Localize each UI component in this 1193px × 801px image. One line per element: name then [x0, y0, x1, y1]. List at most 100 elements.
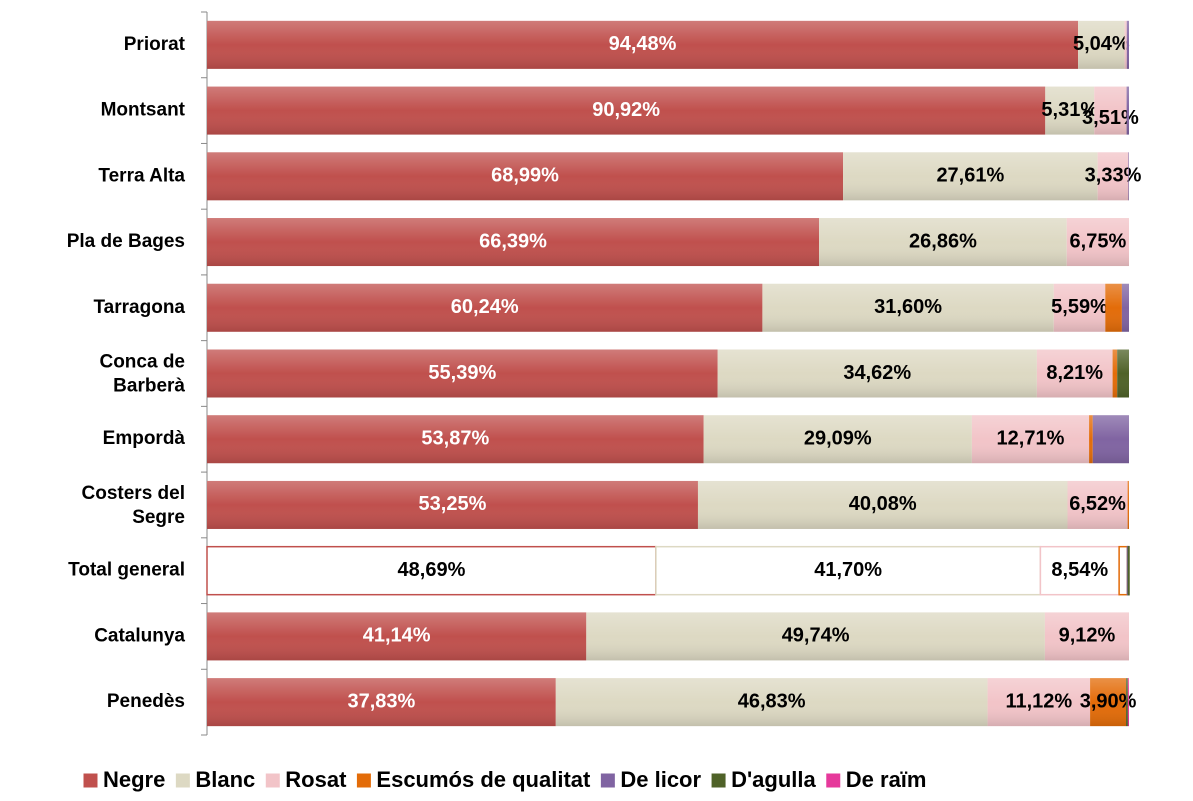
data-label: 3,33%: [1085, 165, 1142, 187]
y-tick-label: Priorat: [124, 34, 186, 55]
bar-segment: [1118, 545, 1129, 596]
legend-swatch: [264, 772, 281, 789]
bar-shade: [207, 283, 763, 332]
legend-swatch: [710, 772, 727, 789]
data-label: 68,99%: [491, 165, 559, 187]
bar-shade: [207, 349, 718, 398]
bar-shade: [1053, 283, 1106, 332]
bar-shade: [819, 218, 1067, 267]
legend-swatch: [599, 772, 616, 789]
bar-shade: [1092, 415, 1129, 464]
data-label: 3,51%: [1082, 107, 1139, 129]
y-tick-label: Terra Alta: [98, 165, 185, 186]
data-label: 46,83%: [738, 690, 806, 712]
bar-shade: [1044, 612, 1129, 661]
legend-label: Escumós de qualitat: [376, 767, 591, 792]
data-label: 40,08%: [849, 493, 917, 515]
y-tick-label: Montsant: [101, 100, 186, 121]
bar-shade: [1078, 20, 1125, 69]
legend-swatch: [825, 772, 842, 789]
data-label: 5,04%: [1073, 33, 1130, 55]
bar-segment: [1127, 545, 1130, 596]
bar-shade: [1105, 283, 1122, 332]
bar-shade: [1112, 349, 1118, 398]
y-tick-label: Tarragona: [93, 297, 185, 318]
legend-label: Negre: [103, 767, 165, 792]
y-tick-label: Total general: [68, 560, 185, 581]
bar-shade: [1090, 678, 1127, 727]
bar-shade: [971, 415, 1090, 464]
bar-shade: [1126, 20, 1129, 69]
bar-shade: [207, 480, 698, 529]
bar-shade: [586, 612, 1045, 661]
data-label: 3,90%: [1080, 690, 1137, 712]
bar-shade: [1128, 152, 1129, 201]
y-tick-label: Catalunya: [94, 625, 185, 646]
bar-shade: [1126, 86, 1129, 135]
bar-shade: [207, 86, 1046, 135]
data-label: 37,83%: [347, 690, 415, 712]
bar-shade: [207, 612, 587, 661]
data-label: 41,70%: [814, 559, 882, 581]
bar-shade: [1066, 218, 1129, 267]
bar-shade: [1117, 349, 1129, 398]
bar-shade: [207, 415, 704, 464]
data-label: 48,69%: [398, 559, 466, 581]
data-label: 5,59%: [1051, 296, 1108, 318]
data-label: 8,21%: [1046, 362, 1103, 384]
data-label: 6,75%: [1070, 230, 1127, 252]
data-label: 26,86%: [909, 230, 977, 252]
y-tick-label: Costers del Segre: [82, 483, 185, 528]
bar-shade: [1097, 152, 1129, 201]
data-label: 8,54%: [1051, 559, 1108, 581]
y-tick-label: Pla de Bages: [67, 231, 185, 252]
bar-shade: [555, 678, 988, 727]
bar-shade: [843, 152, 1098, 201]
data-label: 94,48%: [609, 33, 677, 55]
bar-shade: [703, 415, 972, 464]
y-tick-label: Empordà: [103, 428, 186, 449]
bar-shade: [1124, 20, 1127, 69]
bar-shade: [1089, 415, 1093, 464]
bar-shade: [207, 678, 556, 727]
bar-segment: [206, 545, 657, 596]
legend-label: Rosat: [285, 767, 347, 792]
bar-shade: [1127, 678, 1129, 727]
bar-segment: [1039, 545, 1120, 596]
bar-shade: [207, 218, 820, 267]
bar-shade: [762, 283, 1054, 332]
bar-shade: [1121, 283, 1129, 332]
data-label: 9,12%: [1059, 625, 1116, 647]
data-label: 5,31%: [1041, 99, 1098, 121]
bar-shade: [987, 678, 1091, 727]
data-label: 49,74%: [782, 625, 850, 647]
data-label: 55,39%: [428, 362, 496, 384]
data-label: 31,60%: [874, 296, 942, 318]
bar-shade: [1036, 349, 1113, 398]
data-label: 53,87%: [421, 428, 489, 450]
legend-swatch: [355, 772, 372, 789]
bar-shade: [717, 349, 1037, 398]
bar-shade: [697, 480, 1068, 529]
legend-swatch: [82, 772, 99, 789]
bar-shade: [1045, 86, 1095, 135]
bar-shade: [207, 152, 844, 201]
legend-label: Blanc: [195, 767, 255, 792]
data-label: 29,09%: [804, 428, 872, 450]
data-label: 6,52%: [1069, 493, 1126, 515]
bar-shade: [1094, 86, 1127, 135]
legend-swatch: [174, 772, 191, 789]
data-label: 53,25%: [419, 493, 487, 515]
bar-shade: [1127, 480, 1129, 529]
bar-segment: [655, 545, 1042, 596]
data-label: 41,14%: [363, 625, 431, 647]
data-label: 60,24%: [451, 296, 519, 318]
data-label: 12,71%: [997, 428, 1065, 450]
bar-shade: [1067, 480, 1128, 529]
data-label: 34,62%: [843, 362, 911, 384]
data-label: 27,61%: [936, 165, 1004, 187]
legend-label: De raïm: [846, 767, 927, 792]
y-tick-label: Penedès: [107, 691, 185, 712]
legend-label: D'agulla: [731, 767, 816, 792]
